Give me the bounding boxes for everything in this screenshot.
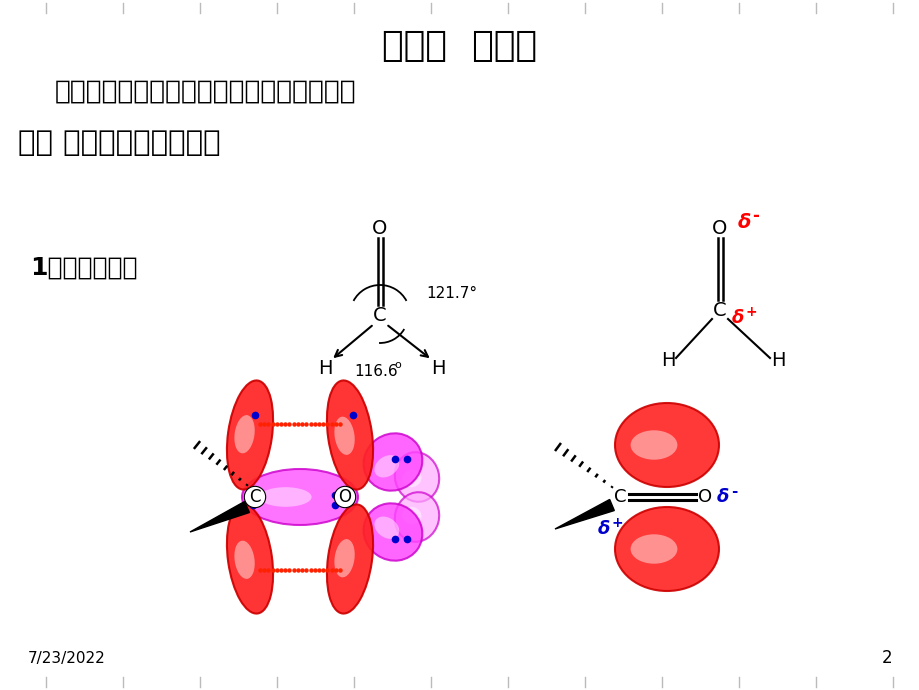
Text: o: o: [394, 360, 401, 370]
Text: +: +: [611, 516, 623, 530]
Text: δ: δ: [732, 309, 743, 327]
Text: 2: 2: [880, 649, 891, 667]
Text: O: O: [711, 219, 727, 237]
Text: 121.7°: 121.7°: [425, 286, 477, 301]
Text: H: H: [660, 351, 675, 370]
Text: C: C: [712, 301, 726, 319]
Text: C: C: [613, 488, 626, 506]
Text: +: +: [745, 305, 757, 319]
Ellipse shape: [234, 541, 255, 579]
Text: 一、 醛、酮的结构和分类: 一、 醛、酮的结构和分类: [18, 129, 221, 157]
Ellipse shape: [234, 415, 255, 453]
Ellipse shape: [227, 504, 273, 613]
Text: O: O: [338, 488, 351, 506]
Ellipse shape: [630, 534, 676, 564]
Ellipse shape: [374, 517, 399, 539]
Ellipse shape: [326, 380, 373, 489]
Ellipse shape: [242, 469, 357, 525]
Text: 7/23/2022: 7/23/2022: [28, 651, 106, 665]
Polygon shape: [190, 502, 249, 532]
Ellipse shape: [363, 503, 422, 561]
Ellipse shape: [334, 539, 355, 578]
Ellipse shape: [374, 455, 399, 477]
Text: -: -: [751, 207, 758, 225]
Text: C: C: [373, 306, 386, 324]
Text: H: H: [430, 359, 445, 377]
Text: δ: δ: [716, 488, 729, 506]
Text: δ: δ: [737, 213, 751, 232]
Text: 醛和酮是分子中含有羰基官能团的有机物。: 醛和酮是分子中含有羰基官能团的有机物。: [55, 79, 357, 105]
Ellipse shape: [630, 431, 676, 460]
Ellipse shape: [394, 452, 438, 502]
Ellipse shape: [614, 507, 719, 591]
Ellipse shape: [394, 492, 438, 542]
Ellipse shape: [227, 380, 273, 489]
Ellipse shape: [402, 470, 421, 487]
Text: C: C: [249, 488, 260, 506]
Ellipse shape: [326, 504, 373, 613]
Text: O: O: [698, 488, 711, 506]
Text: δ: δ: [597, 520, 609, 538]
Ellipse shape: [259, 487, 312, 506]
Ellipse shape: [614, 403, 719, 487]
Text: H: H: [770, 351, 785, 370]
Text: -: -: [731, 484, 736, 498]
Ellipse shape: [363, 433, 422, 491]
Text: H: H: [317, 359, 332, 377]
Ellipse shape: [402, 506, 421, 524]
Polygon shape: [554, 500, 614, 529]
Text: 116.6: 116.6: [354, 364, 397, 379]
Text: 第一节  醛、酮: 第一节 醛、酮: [382, 29, 537, 63]
Ellipse shape: [334, 417, 355, 455]
Text: 1、醛酮的结构: 1、醛酮的结构: [30, 256, 137, 280]
Text: O: O: [372, 219, 387, 237]
